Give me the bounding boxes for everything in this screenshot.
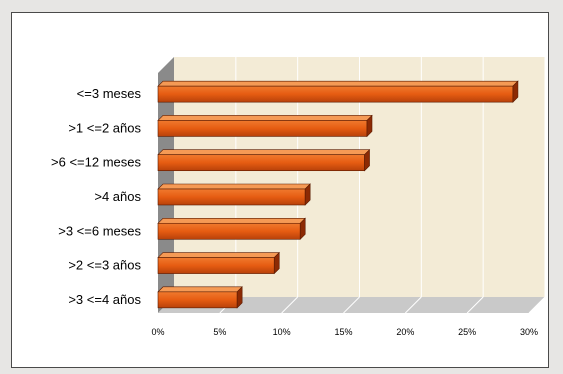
x-tick-label: 0% <box>151 327 164 337</box>
x-tick-label: 10% <box>273 327 291 337</box>
bar-top-face <box>157 80 519 87</box>
bar-top-face <box>157 149 371 156</box>
bar-end-face <box>304 183 311 206</box>
bar-end-face <box>366 114 373 138</box>
bar-top-face <box>157 217 306 224</box>
category-label: >4 años <box>94 189 141 204</box>
bar-top-face <box>157 252 280 258</box>
category-label: <=3 meses <box>77 86 142 101</box>
bar-front-face <box>157 188 306 206</box>
category-label: >3 <=4 años <box>68 292 141 307</box>
floor-gridline <box>343 296 360 314</box>
category-label: >1 <=2 años <box>68 120 141 135</box>
bar-front-face <box>157 257 275 274</box>
bar-end-face <box>273 251 280 275</box>
bar-end-face <box>512 80 519 103</box>
category-labels: <=3 meses >1 <=2 años >6 <=12 meses >4 años… <box>51 86 141 307</box>
bar <box>157 148 371 172</box>
bar-front-face <box>157 154 365 172</box>
bar-top-face <box>157 286 243 293</box>
bars <box>157 80 519 309</box>
bar-top-face <box>157 183 311 190</box>
bar-end-face <box>299 217 306 241</box>
floor-gridline <box>466 296 484 314</box>
floor-gridline <box>528 296 546 314</box>
category-label: >6 <=12 meses <box>51 155 141 170</box>
x-tick-labels: 0% 5% 10% 15% 20% 25% 30% <box>151 327 538 337</box>
bar <box>157 183 311 206</box>
x-tick-label: 20% <box>396 327 414 337</box>
floor-gridline <box>404 296 422 314</box>
bar <box>157 251 280 275</box>
bar-front-face <box>157 120 368 137</box>
x-tick-label: 5% <box>213 327 226 337</box>
bar-front-face <box>157 85 514 103</box>
bar-front-face <box>157 222 301 240</box>
category-label: >3 <=6 meses <box>58 223 141 238</box>
x-tick-label: 15% <box>334 327 352 337</box>
bar <box>157 217 306 241</box>
bar-end-face <box>364 148 370 172</box>
bar <box>157 114 373 138</box>
bar-front-face <box>157 291 238 309</box>
bar-end-face <box>236 286 243 309</box>
floor-gridline <box>281 296 299 314</box>
x-tick-label: 25% <box>458 327 476 337</box>
bar <box>157 286 243 309</box>
category-label: >2 <=3 años <box>68 258 141 273</box>
bar <box>157 80 519 103</box>
bar-top-face <box>157 115 373 121</box>
x-tick-label: 30% <box>520 327 538 337</box>
